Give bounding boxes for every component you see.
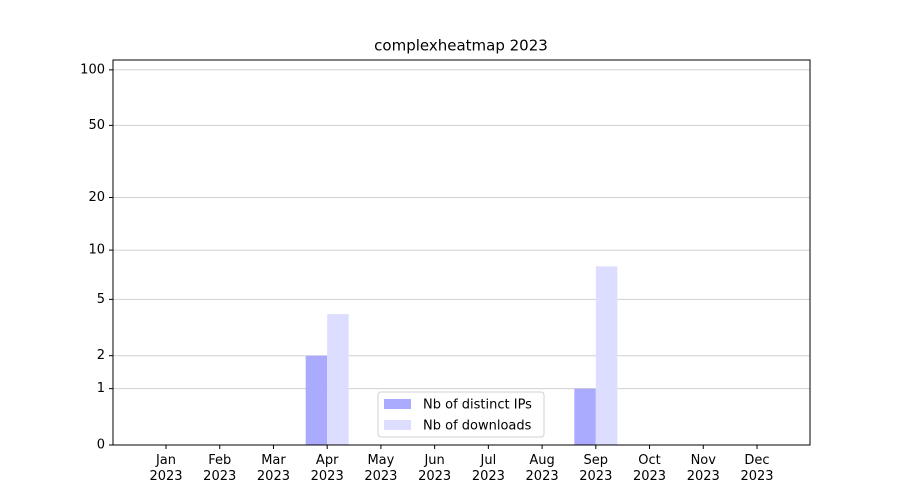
legend-swatch	[384, 399, 411, 409]
bar	[595, 266, 618, 445]
x-tick-label: May 2023	[364, 453, 398, 484]
y-tick-label: 0	[97, 438, 105, 453]
x-tick-label: Apr 2023	[310, 453, 344, 484]
plot-frame	[112, 59, 811, 446]
legend-label: Nb of downloads	[423, 419, 532, 434]
y-tick-label: 10	[88, 243, 105, 258]
bar	[574, 388, 596, 445]
x-tick-label: Sep 2023	[579, 453, 613, 484]
legend-box	[377, 391, 545, 438]
y-tick-label: 1	[97, 381, 105, 396]
bar	[327, 314, 349, 445]
x-tick-label: Dec 2023	[740, 453, 774, 484]
y-tick-label: 50	[88, 118, 105, 133]
y-tick-label: 5	[97, 292, 105, 307]
x-tick-label: Oct 2023	[632, 453, 667, 484]
bar	[305, 355, 328, 445]
y-tick-label: 20	[88, 190, 105, 205]
x-tick-label: Aug 2023	[525, 453, 559, 484]
legend-label: Nb of distinct IPs	[423, 398, 532, 413]
x-tick-label: Feb 2023	[203, 453, 237, 484]
x-tick-label: Nov 2023	[686, 453, 720, 484]
x-tick-label: Jun 2023	[418, 453, 452, 484]
x-tick-label: Mar 2023	[256, 453, 290, 484]
x-tick-label: Jan 2023	[149, 453, 183, 484]
x-tick-label: Jul 2023	[471, 453, 505, 484]
y-tick-label: 2	[97, 348, 105, 363]
y-tick-label: 100	[80, 62, 105, 77]
legend-swatch	[384, 420, 411, 430]
chart-title: complexheatmap 2023	[374, 37, 548, 55]
